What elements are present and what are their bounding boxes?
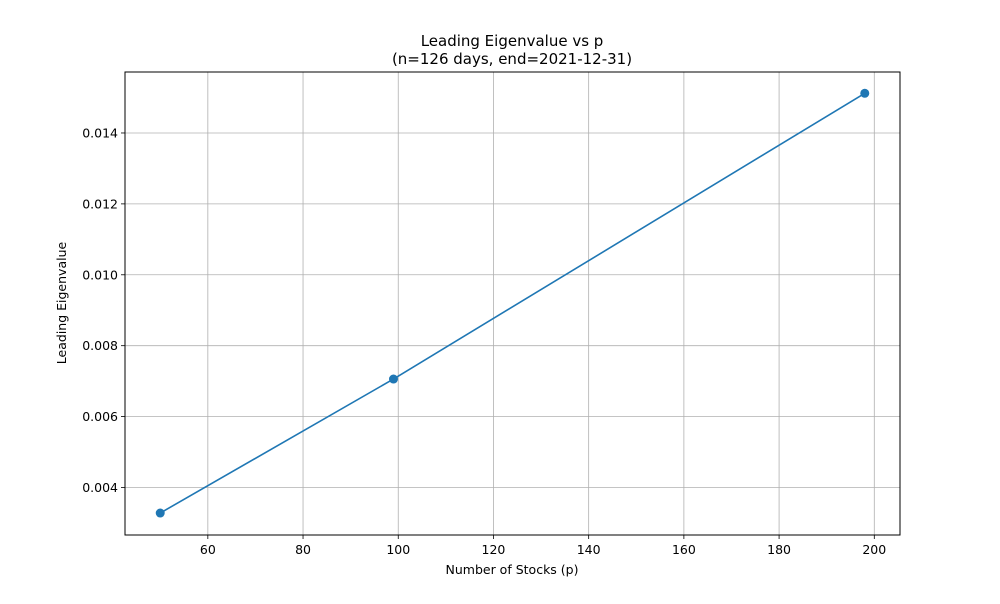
series-layer — [155, 88, 870, 518]
chart-subtitle: (n=126 days, end=2021-12-31) — [392, 50, 632, 68]
data-point — [860, 88, 870, 98]
plot-frame — [124, 71, 901, 536]
grid — [125, 72, 900, 535]
x-tick-label: 160 — [672, 542, 696, 557]
series-line — [159, 92, 866, 514]
data-point — [388, 374, 398, 384]
y-tick-label: 0.004 — [82, 480, 118, 495]
chart-title: Leading Eigenvalue vs p — [421, 32, 604, 50]
ticks: 60 80 100 120 140 160 180 200 0.004 0.006 0.008 0.0… — [82, 125, 886, 557]
y-tick-label: 0.012 — [82, 196, 118, 211]
x-tick-label: 100 — [386, 542, 410, 557]
x-tick-label: 140 — [577, 542, 601, 557]
y-tick-label: 0.014 — [82, 125, 118, 140]
y-tick-label: 0.010 — [82, 267, 118, 282]
x-tick-label: 60 — [200, 542, 216, 557]
x-tick-label: 180 — [767, 542, 791, 557]
y-axis-label: Leading Eigenvalue — [54, 241, 69, 364]
x-tick-label: 200 — [862, 542, 886, 557]
y-tick-label: 0.006 — [82, 409, 118, 424]
y-tick-label: 0.008 — [82, 338, 118, 353]
x-tick-label: 120 — [482, 542, 506, 557]
data-point — [155, 508, 165, 518]
x-axis-label: Number of Stocks (p) — [446, 562, 579, 577]
x-tick-label: 80 — [295, 542, 311, 557]
